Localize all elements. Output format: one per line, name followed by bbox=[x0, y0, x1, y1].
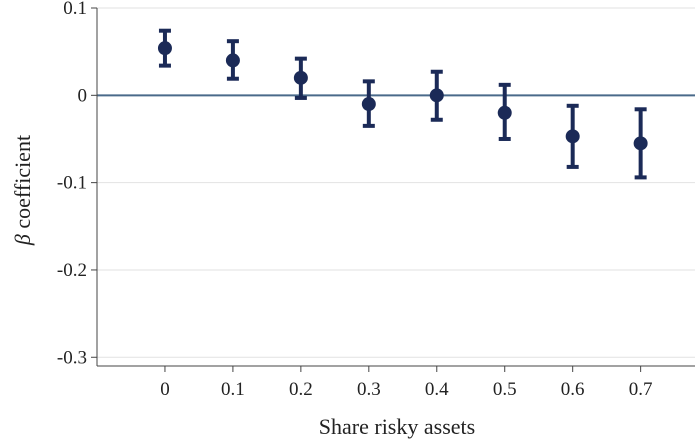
y-axis-title: β coefficient bbox=[10, 135, 35, 246]
y-tick-label: -0.1 bbox=[57, 173, 87, 194]
x-tick-label: 0.7 bbox=[629, 379, 653, 400]
x-tick-label: 0.5 bbox=[493, 379, 517, 400]
data-point bbox=[293, 70, 308, 85]
data-point bbox=[429, 88, 444, 103]
data-point bbox=[157, 41, 172, 56]
x-tick-label: 0.2 bbox=[289, 379, 313, 400]
y-tick-label: 0.1 bbox=[63, 0, 87, 19]
data-point bbox=[565, 129, 580, 144]
x-tick-labels: 0 0.1 0.2 0.3 0.4 0.5 0.6 0.7 bbox=[160, 379, 652, 400]
x-tick-label: 0.4 bbox=[425, 379, 449, 400]
x-tick-label: 0 bbox=[160, 379, 170, 400]
x-tick-label: 0.6 bbox=[561, 379, 585, 400]
y-tick-labels: 0.1 0 -0.1 -0.2 -0.3 bbox=[57, 0, 87, 368]
data-point bbox=[633, 136, 648, 151]
y-tick-label: -0.2 bbox=[57, 260, 87, 281]
y-axis-title-text: coefficient bbox=[10, 135, 35, 234]
data-point bbox=[225, 53, 240, 68]
data-point bbox=[361, 97, 376, 112]
grid-lines bbox=[97, 7, 695, 358]
y-tick-label: -0.3 bbox=[57, 347, 87, 368]
y-tick-label: 0 bbox=[78, 85, 88, 106]
x-axis-title: Share risky assets bbox=[319, 414, 475, 439]
y-axis-title-symbol: β bbox=[10, 234, 35, 246]
data-point bbox=[497, 105, 512, 120]
x-tick-label: 0.3 bbox=[357, 379, 381, 400]
data-marks bbox=[157, 28, 648, 180]
axes bbox=[91, 7, 695, 372]
x-tick-label: 0.1 bbox=[221, 379, 245, 400]
